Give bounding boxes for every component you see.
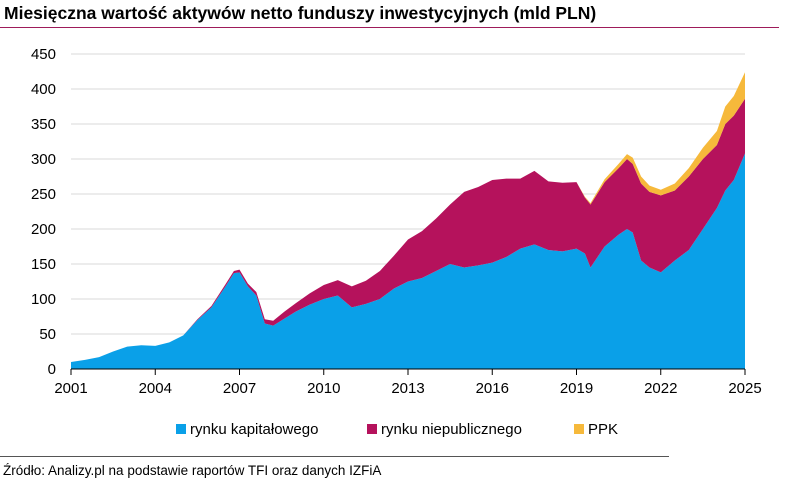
y-tick-label: 400 <box>31 81 56 98</box>
y-tick-label: 200 <box>31 221 56 238</box>
legend: rynku kapitałowego rynku niepublicznego PP… <box>176 421 618 438</box>
y-tick-label: 100 <box>31 291 56 308</box>
title-rule <box>0 27 779 28</box>
legend-label-rynku-niepublicznego: rynku niepublicznego <box>381 421 522 438</box>
x-tick-label: 2004 <box>139 380 172 397</box>
y-tick-label: 450 <box>31 46 56 63</box>
area-series-rynku-kapitalowego <box>71 153 745 369</box>
x-tick-label: 2022 <box>644 380 677 397</box>
legend-swatch-PPK <box>574 424 584 434</box>
legend-swatch-rynku-niepublicznego <box>367 424 377 434</box>
chart: 0 50 100 150 200 250 300 350 400 450 2001 2004 2007 2… <box>31 46 762 438</box>
axes: 0 50 100 150 200 250 300 350 400 450 2001 2004 2007 2… <box>31 46 762 397</box>
chart-title: Miesięczna wartość aktywów netto fundusz… <box>4 3 597 23</box>
y-tick-label: 300 <box>31 151 56 168</box>
y-tick-label: 150 <box>31 256 56 273</box>
y-tick-label: 50 <box>39 326 56 343</box>
area-series <box>71 72 745 369</box>
x-tick-label: 2001 <box>54 380 87 397</box>
x-tick-label: 2016 <box>476 380 509 397</box>
x-tick-label: 2013 <box>391 380 424 397</box>
legend-swatch-rynku-kapitalowego <box>176 424 186 434</box>
area-series-rynku-niepublicznego <box>71 98 745 363</box>
x-tick-label: 2025 <box>728 380 761 397</box>
x-tick-label: 2010 <box>307 380 340 397</box>
legend-label-rynku-kapitalowego: rynku kapitałowego <box>190 421 318 438</box>
y-tick-label: 250 <box>31 186 56 203</box>
y-tick-label: 0 <box>48 361 56 378</box>
source-note: Źródło: Analizy.pl na podstawie raportów… <box>3 463 382 478</box>
legend-label-PPK: PPK <box>588 421 618 438</box>
y-tick-label: 350 <box>31 116 56 133</box>
x-tick-label: 2007 <box>223 380 256 397</box>
source-rule <box>0 456 669 457</box>
x-tick-label: 2019 <box>560 380 593 397</box>
